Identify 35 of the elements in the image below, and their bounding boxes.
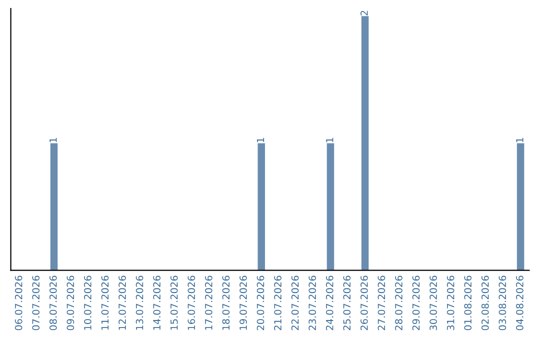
x-tick-label: 24.07.2026 bbox=[326, 276, 334, 330]
data-label: 1 bbox=[50, 138, 57, 142]
x-tick-label: 18.07.2026 bbox=[222, 276, 230, 330]
x-tick-label: 11.07.2026 bbox=[101, 276, 109, 330]
x-tick-label: 04.08.2026 bbox=[516, 276, 524, 330]
x-tick-label: 06.07.2026 bbox=[14, 276, 22, 330]
x-tick-label: 02.08.2026 bbox=[481, 276, 489, 330]
x-tick-label: 09.07.2026 bbox=[66, 276, 74, 330]
data-label: 1 bbox=[326, 138, 334, 142]
x-tick-label: 25.07.2026 bbox=[343, 276, 351, 330]
x-tick-label: 27.07.2026 bbox=[378, 276, 386, 330]
x-tick-label: 30.07.2026 bbox=[430, 276, 437, 330]
x-tick-label: 31.07.2026 bbox=[446, 276, 454, 330]
data-label: 1 bbox=[516, 138, 524, 142]
x-tick-label: 12.07.2026 bbox=[118, 276, 126, 330]
x-tick-label: 08.07.2026 bbox=[49, 276, 57, 330]
x-tick-label: 20.07.2026 bbox=[256, 276, 264, 330]
x-tick-label: 01.08.2026 bbox=[464, 276, 472, 330]
x-tick-label: 28.07.2026 bbox=[395, 276, 402, 330]
x-tick-label: 21.07.2026 bbox=[274, 276, 282, 330]
x-tick-label: 14.07.2026 bbox=[153, 276, 160, 330]
x-tick-label: 19.07.2026 bbox=[240, 276, 247, 330]
x-tick-label: 17.07.2026 bbox=[204, 276, 212, 330]
x-tick-label: 13.07.2026 bbox=[136, 276, 144, 330]
x-tick-label: 26.07.2026 bbox=[360, 276, 368, 330]
data-label: 1 bbox=[256, 138, 264, 142]
x-tick-label: 15.07.2026 bbox=[170, 276, 178, 330]
x-tick-label: 10.07.2026 bbox=[84, 276, 92, 330]
x-tick-label: 22.07.2026 bbox=[291, 276, 299, 330]
data-label: 2 bbox=[360, 10, 368, 16]
x-tick-label: 16.07.2026 bbox=[188, 276, 196, 330]
x-tick-label: 23.07.2026 bbox=[308, 276, 316, 330]
x-tick-label: 03.08.2026 bbox=[498, 276, 506, 330]
x-tick-label: 07.07.2026 bbox=[32, 276, 40, 330]
x-tick-label: 29.07.2026 bbox=[412, 276, 420, 330]
